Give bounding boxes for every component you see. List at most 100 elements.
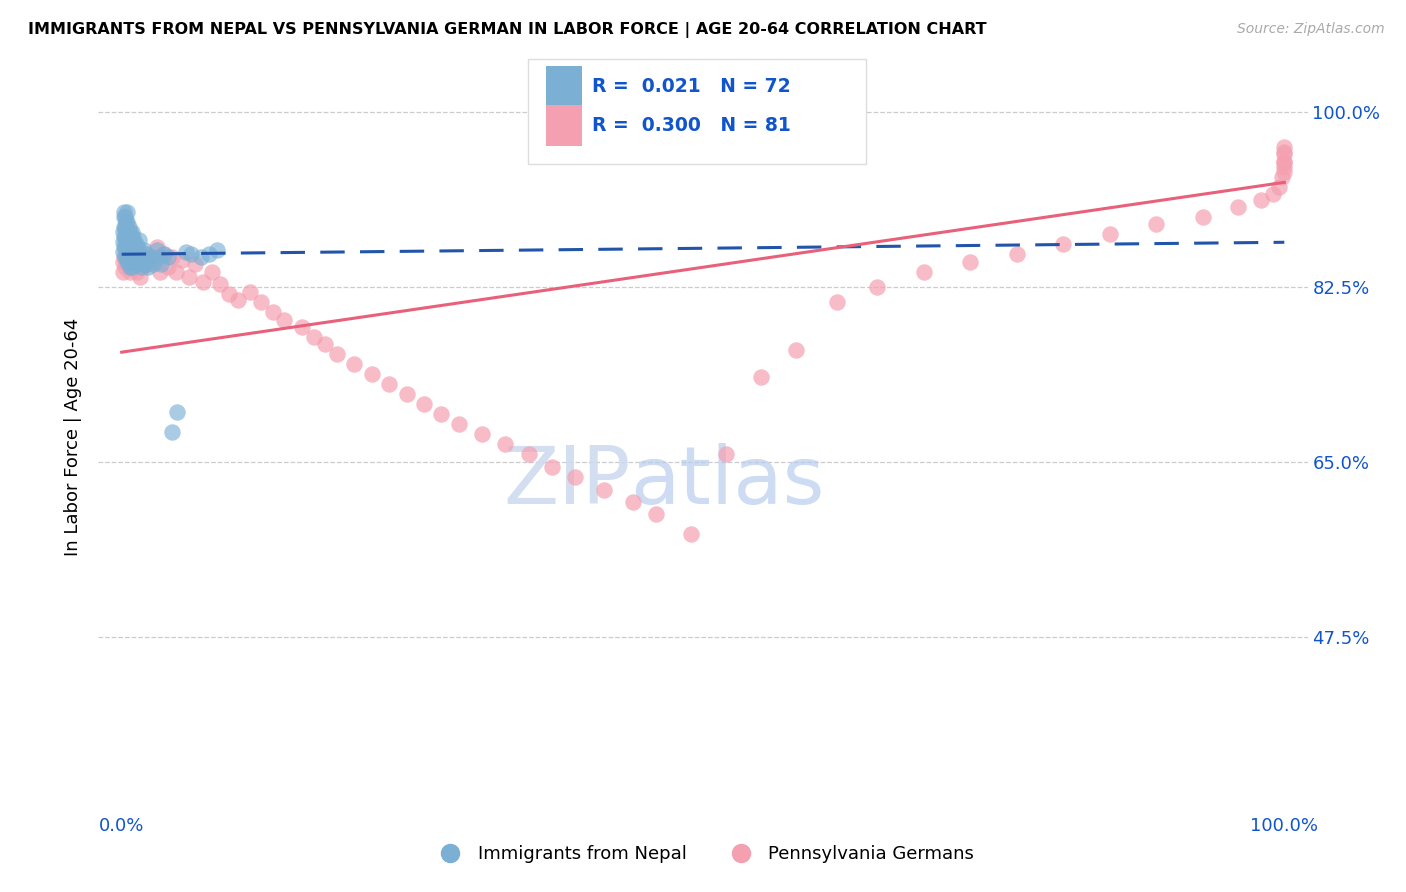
Pennsylvania Germans — [302, 330, 325, 344]
Pennsylvania Germans — [209, 277, 232, 292]
Pennsylvania Germans — [1005, 247, 1028, 261]
Pennsylvania Germans — [378, 377, 401, 392]
Immigrants from Nepal — [205, 244, 228, 258]
Text: IMMIGRANTS FROM NEPAL VS PENNSYLVANIA GERMAN IN LABOR FORCE | AGE 20-64 CORRELAT: IMMIGRANTS FROM NEPAL VS PENNSYLVANIA GE… — [28, 22, 987, 38]
FancyBboxPatch shape — [527, 59, 866, 163]
Immigrants from Nepal — [115, 215, 138, 229]
Pennsylvania Germans — [1098, 227, 1121, 242]
Pennsylvania Germans — [201, 265, 224, 279]
Immigrants from Nepal — [121, 260, 143, 275]
Pennsylvania Germans — [122, 250, 145, 264]
Immigrants from Nepal — [125, 240, 148, 254]
Immigrants from Nepal — [128, 233, 150, 247]
Immigrants from Nepal — [122, 240, 145, 254]
Pennsylvania Germans — [1250, 194, 1272, 208]
Immigrants from Nepal — [190, 250, 212, 264]
Pennsylvania Germans — [716, 447, 738, 461]
Pennsylvania Germans — [273, 313, 295, 327]
Immigrants from Nepal — [131, 260, 153, 275]
Pennsylvania Germans — [314, 337, 336, 351]
Immigrants from Nepal — [166, 405, 188, 419]
Pennsylvania Germans — [1272, 145, 1295, 160]
Pennsylvania Germans — [239, 285, 262, 300]
Pennsylvania Germans — [540, 460, 562, 475]
Pennsylvania Germans — [117, 257, 139, 271]
Pennsylvania Germans — [959, 255, 981, 269]
Pennsylvania Germans — [111, 265, 134, 279]
Text: R =  0.021   N = 72: R = 0.021 N = 72 — [592, 78, 790, 96]
Text: R =  0.300   N = 81: R = 0.300 N = 81 — [592, 116, 790, 136]
Immigrants from Nepal — [115, 235, 138, 250]
Pennsylvania Germans — [343, 357, 366, 371]
Pennsylvania Germans — [825, 295, 848, 310]
Immigrants from Nepal — [118, 255, 141, 269]
Pennsylvania Germans — [1272, 161, 1295, 175]
Pennsylvania Germans — [157, 260, 180, 275]
Immigrants from Nepal — [111, 245, 134, 260]
Immigrants from Nepal — [120, 230, 142, 244]
Immigrants from Nepal — [180, 247, 202, 261]
Immigrants from Nepal — [122, 255, 145, 269]
Y-axis label: In Labor Force | Age 20-64: In Labor Force | Age 20-64 — [65, 318, 83, 557]
Immigrants from Nepal — [117, 255, 139, 269]
Immigrants from Nepal — [121, 235, 143, 250]
Immigrants from Nepal — [118, 220, 141, 235]
Pennsylvania Germans — [447, 417, 470, 431]
Immigrants from Nepal — [115, 250, 138, 264]
Pennsylvania Germans — [120, 260, 142, 275]
Pennsylvania Germans — [112, 250, 135, 264]
Immigrants from Nepal — [125, 257, 148, 271]
Pennsylvania Germans — [1272, 165, 1295, 179]
Pennsylvania Germans — [218, 287, 240, 301]
Immigrants from Nepal — [148, 250, 170, 264]
Pennsylvania Germans — [226, 293, 249, 308]
Immigrants from Nepal — [112, 220, 135, 235]
Immigrants from Nepal — [111, 235, 134, 250]
Pennsylvania Germans — [118, 253, 141, 268]
Pennsylvania Germans — [1272, 140, 1295, 154]
Immigrants from Nepal — [114, 250, 136, 264]
Pennsylvania Germans — [1272, 147, 1295, 161]
Immigrants from Nepal — [118, 245, 141, 260]
Pennsylvania Germans — [250, 295, 273, 310]
Pennsylvania Germans — [1272, 155, 1295, 169]
Pennsylvania Germans — [160, 250, 183, 264]
Pennsylvania Germans — [179, 270, 201, 285]
Pennsylvania Germans — [1144, 217, 1167, 231]
Pennsylvania Germans — [149, 265, 172, 279]
Pennsylvania Germans — [172, 253, 194, 268]
Immigrants from Nepal — [127, 245, 149, 260]
Pennsylvania Germans — [129, 270, 152, 285]
Immigrants from Nepal — [114, 220, 136, 235]
Pennsylvania Germans — [785, 343, 807, 358]
Immigrants from Nepal — [135, 247, 157, 261]
Pennsylvania Germans — [125, 265, 148, 279]
Pennsylvania Germans — [124, 257, 146, 271]
Text: ZIP: ZIP — [503, 443, 630, 521]
Pennsylvania Germans — [136, 257, 159, 271]
Immigrants from Nepal — [198, 247, 221, 261]
Pennsylvania Germans — [912, 265, 935, 279]
Pennsylvania Germans — [143, 255, 166, 269]
Pennsylvania Germans — [430, 407, 453, 421]
Pennsylvania Germans — [115, 247, 138, 261]
Immigrants from Nepal — [132, 244, 155, 258]
Pennsylvania Germans — [494, 437, 516, 451]
Pennsylvania Germans — [360, 367, 382, 381]
Immigrants from Nepal — [112, 211, 135, 225]
Immigrants from Nepal — [160, 425, 183, 439]
Immigrants from Nepal — [142, 257, 165, 271]
Pennsylvania Germans — [413, 397, 436, 411]
Immigrants from Nepal — [124, 250, 146, 264]
Pennsylvania Germans — [621, 495, 644, 509]
Pennsylvania Germans — [262, 305, 284, 319]
Pennsylvania Germans — [114, 260, 136, 275]
Pennsylvania Germans — [395, 387, 418, 401]
FancyBboxPatch shape — [546, 66, 582, 107]
Text: Source: ZipAtlas.com: Source: ZipAtlas.com — [1237, 22, 1385, 37]
Pennsylvania Germans — [1272, 155, 1295, 169]
Immigrants from Nepal — [114, 240, 136, 254]
Legend: Immigrants from Nepal, Pennsylvania Germans: Immigrants from Nepal, Pennsylvania Germ… — [425, 838, 981, 870]
Immigrants from Nepal — [115, 225, 138, 239]
Pennsylvania Germans — [866, 280, 889, 294]
